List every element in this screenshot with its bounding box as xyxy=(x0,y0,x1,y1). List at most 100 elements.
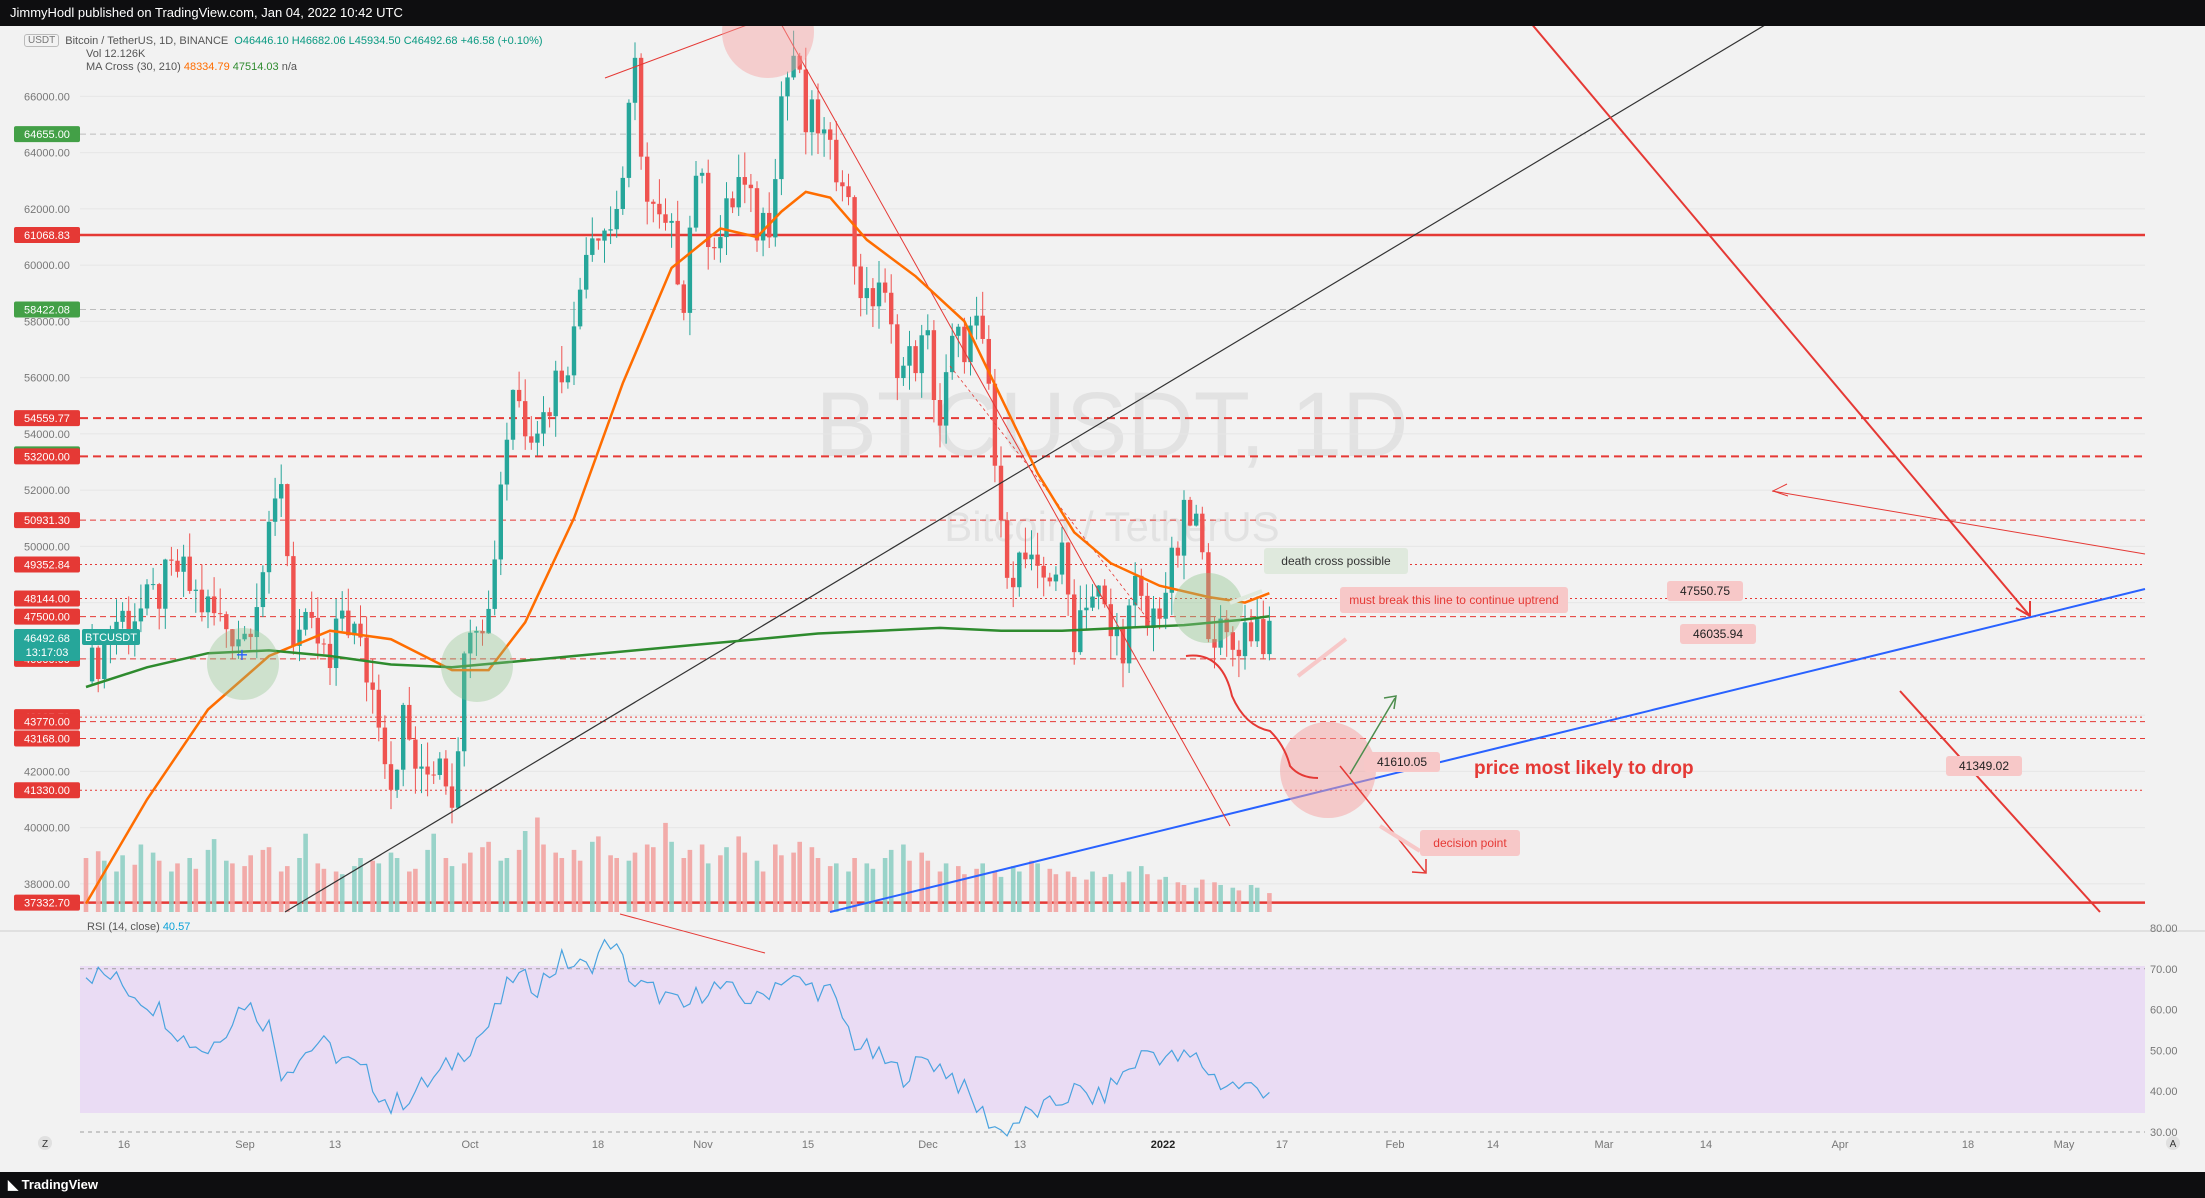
rsi-value: 40.57 xyxy=(162,921,191,933)
candle-body-55 xyxy=(419,766,424,769)
candle-body-14 xyxy=(169,559,174,561)
volume-bar-83 xyxy=(846,871,851,912)
rsi-line xyxy=(85,938,1270,1137)
rsi-tick-label-1: 40.00 xyxy=(2150,1086,2178,1098)
candle-body-118 xyxy=(803,69,808,133)
volume-bar-96 xyxy=(962,874,967,912)
volume-bar-122 xyxy=(1200,879,1205,912)
volume-bar-114 xyxy=(1126,871,1132,912)
candle-body-165 xyxy=(1090,596,1095,608)
candle-body-149 xyxy=(992,383,998,466)
volume-bar-121 xyxy=(1193,887,1199,912)
candle-body-94 xyxy=(657,203,662,215)
z-button[interactable]: Z xyxy=(42,1139,48,1150)
ma-legend: MA Cross (30, 210) 48334.79 47514.03 n/a xyxy=(86,61,543,73)
annotation-bg-0 xyxy=(1264,548,1408,574)
volume-bar-30 xyxy=(358,858,363,912)
x-tick-label-5: Nov xyxy=(693,1139,713,1151)
level-tag-8: 48144.00 xyxy=(24,594,70,606)
volume-bar-0 xyxy=(83,858,89,912)
candle-body-124 xyxy=(840,182,845,187)
candle-body-37 xyxy=(309,611,314,618)
scale-buttons[interactable]: Z A xyxy=(38,1136,2180,1150)
volume-bar-70 xyxy=(724,847,729,912)
x-tick-label-6: 15 xyxy=(802,1139,814,1151)
auto-button[interactable]: A xyxy=(2170,1139,2177,1150)
level-tag-14: 41330.00 xyxy=(24,785,70,797)
candle-body-89 xyxy=(626,102,632,178)
down-arrow xyxy=(1339,765,1426,873)
candle-body-128 xyxy=(864,288,869,299)
ma-slow-line xyxy=(85,615,1270,689)
annotation-4: 47550.75 xyxy=(1680,584,1730,598)
candle-body-140 xyxy=(937,400,943,426)
volume-bar-25 xyxy=(315,863,321,912)
candle-body-62 xyxy=(462,653,467,752)
rsi-legend: RSI (14, close) 40.57 xyxy=(87,921,190,933)
candle-body-85 xyxy=(602,230,607,241)
level-tag-bg-3 xyxy=(14,410,80,427)
candle-body-15 xyxy=(175,560,180,572)
volume-bar-9 xyxy=(169,871,174,912)
candle-body-59 xyxy=(443,758,449,787)
volume-bar-59 xyxy=(626,860,632,912)
time-axis[interactable]: 16 Sep 13 Oct 18 Nov 15 Dec 13 2022 17 Feb 14 Mar 14 Ap… xyxy=(118,1139,2075,1151)
candle-body-35 xyxy=(297,629,302,646)
volume-bar-23 xyxy=(297,858,302,912)
tv-logo-icon: ◣ xyxy=(8,1177,18,1192)
candle-body-194 xyxy=(1267,620,1272,655)
volume-bar-73 xyxy=(754,860,760,912)
candle-body-80 xyxy=(571,326,577,376)
trendline-blue xyxy=(829,588,2146,913)
volume-bar-43 xyxy=(480,847,485,912)
currency-badge[interactable]: USDT xyxy=(24,34,60,47)
volume-bar-125 xyxy=(1230,887,1236,912)
candle-body-142 xyxy=(950,335,955,373)
rsi-axis: 30.00 40.00 50.00 60.00 70.00 80.00 xyxy=(2150,923,2178,1139)
candle-body-186 xyxy=(1218,618,1223,648)
candle-body-148 xyxy=(986,338,991,384)
candle-body-66 xyxy=(486,608,491,634)
x-tick-label-7: Dec xyxy=(918,1139,938,1151)
volume-bar-103 xyxy=(1029,860,1034,912)
candle-body-48 xyxy=(376,689,381,728)
candle-body-134 xyxy=(901,365,906,379)
candle-body-116 xyxy=(791,55,796,78)
candle-body-56 xyxy=(425,766,430,775)
candle-body-31 xyxy=(272,498,278,522)
x-tick-label-9: 2022 xyxy=(1151,1139,1175,1151)
volume-bar-40 xyxy=(449,866,455,912)
price-chart[interactable]: BTCUSDT, 1D Bitcoin / TetherUS deat xyxy=(0,26,2205,1172)
candle-body-109 xyxy=(748,184,754,189)
candle-body-158 xyxy=(1047,577,1052,582)
volume-bar-45 xyxy=(498,860,504,912)
volume-bar-128 xyxy=(1254,887,1260,912)
volume-bar-38 xyxy=(431,833,436,912)
candle-body-33 xyxy=(285,484,290,557)
candle-body-155 xyxy=(1029,554,1034,560)
x-tick-label-3: Oct xyxy=(461,1139,478,1151)
a-button-bg[interactable] xyxy=(2166,1136,2180,1150)
candle-body-21 xyxy=(211,596,217,614)
volume-bar-39 xyxy=(443,858,449,912)
candle-body-27 xyxy=(248,633,253,638)
volume-bar-56 xyxy=(596,836,601,912)
candle-body-144 xyxy=(962,326,967,363)
candle-body-41 xyxy=(333,618,339,669)
ma-slow-value: 47514.03 xyxy=(232,61,279,73)
price-axis[interactable]: 38000.0040000.0042000.0044000.0046000.00… xyxy=(24,91,70,891)
z-button-bg[interactable] xyxy=(38,1136,52,1150)
rsi-trend xyxy=(619,913,766,954)
y-tick-label-1: 40000.00 xyxy=(24,823,70,835)
level-tag-9: 47500.00 xyxy=(24,612,70,624)
candle-body-107 xyxy=(736,177,741,208)
candle-body-167 xyxy=(1102,585,1107,605)
volume-bar-7 xyxy=(150,852,156,912)
y-tick-label-2: 42000.00 xyxy=(24,766,70,778)
volume-bar-10 xyxy=(175,863,180,912)
candle-body-104 xyxy=(718,237,723,249)
symbol-tag: BTCUSDT xyxy=(85,632,137,644)
candle-body-93 xyxy=(651,201,656,204)
ma-na-value: n/a xyxy=(281,61,298,73)
volume-value: Vol 12.126K xyxy=(86,48,146,60)
